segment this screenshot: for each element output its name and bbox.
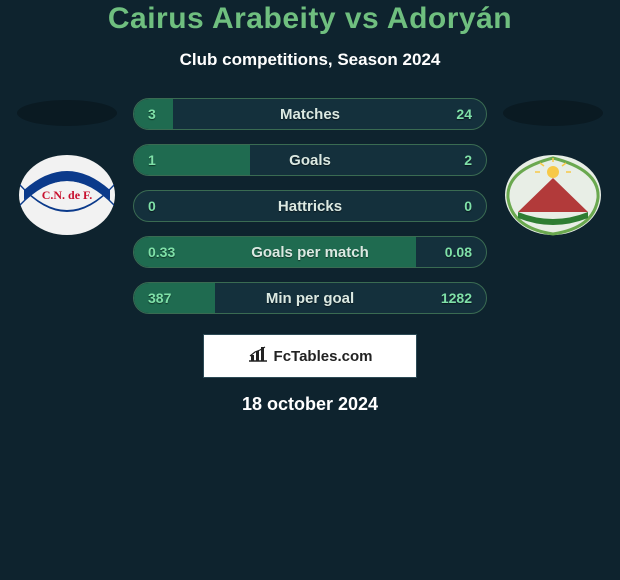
stats-column: 3 Matches 24 1 Goals 2 0 Hattricks 0 0.3… bbox=[133, 98, 487, 314]
svg-text:C.N. de F.: C.N. de F. bbox=[42, 188, 93, 202]
stat-row-goals-per-match: 0.33 Goals per match 0.08 bbox=[133, 236, 487, 268]
stat-right-value: 24 bbox=[456, 99, 472, 129]
stat-label: Min per goal bbox=[134, 283, 486, 313]
shadow-disc-left bbox=[17, 100, 117, 126]
stat-right-value: 0.08 bbox=[445, 237, 472, 267]
left-player-col: C.N. de F. bbox=[11, 98, 123, 236]
stat-label: Hattricks bbox=[134, 191, 486, 221]
nacional-crest-icon: C.N. de F. bbox=[18, 154, 116, 236]
stat-right-value: 0 bbox=[464, 191, 472, 221]
stat-row-matches: 3 Matches 24 bbox=[133, 98, 487, 130]
stat-label: Goals per match bbox=[134, 237, 486, 267]
brand-badge[interactable]: FcTables.com bbox=[203, 334, 417, 378]
stat-row-goals: 1 Goals 2 bbox=[133, 144, 487, 176]
rampla-crest-icon bbox=[504, 154, 602, 236]
stat-row-min-per-goal: 387 Min per goal 1282 bbox=[133, 282, 487, 314]
stat-label: Matches bbox=[134, 99, 486, 129]
stat-right-value: 1282 bbox=[441, 283, 472, 313]
stat-right-value: 2 bbox=[464, 145, 472, 175]
shadow-disc-right bbox=[503, 100, 603, 126]
page-root: Cairus Arabeity vs Adoryán Club competit… bbox=[0, 0, 620, 415]
page-title: Cairus Arabeity vs Adoryán bbox=[0, 2, 620, 36]
right-player-col bbox=[497, 98, 609, 236]
brand-text: FcTables.com bbox=[274, 348, 373, 365]
footer-date: 18 october 2024 bbox=[0, 394, 620, 415]
chart-bar-icon bbox=[248, 346, 268, 367]
stat-label: Goals bbox=[134, 145, 486, 175]
page-subtitle: Club competitions, Season 2024 bbox=[0, 50, 620, 70]
comparison-row: C.N. de F. 3 Matches 24 1 Goals 2 0 Hat bbox=[0, 98, 620, 314]
stat-row-hattricks: 0 Hattricks 0 bbox=[133, 190, 487, 222]
